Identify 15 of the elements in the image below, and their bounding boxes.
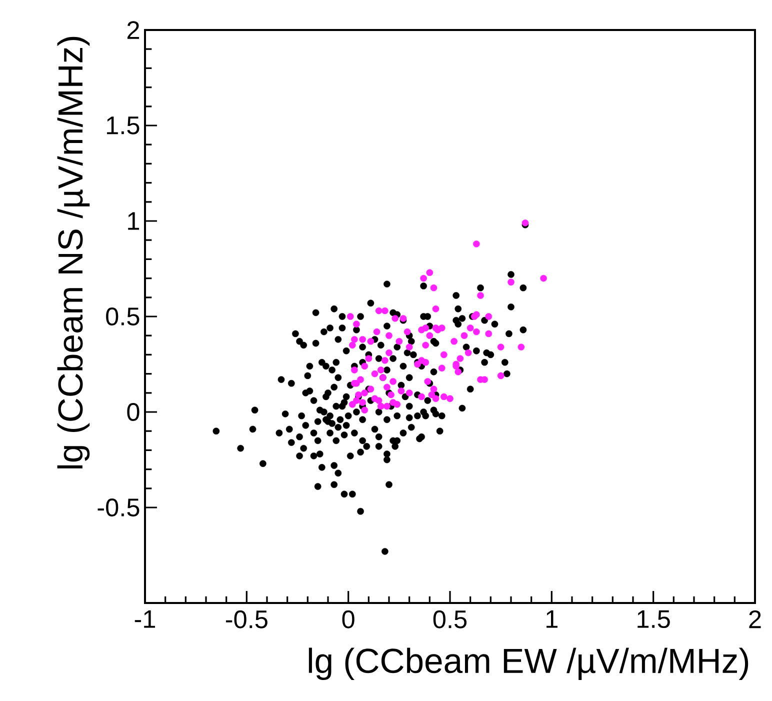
y-axis-title: lg (CCbeam NS /µV/m/MHz) <box>57 36 90 468</box>
x-tick-label: -1 <box>134 610 156 628</box>
y-tick-label: 1.5 <box>106 116 140 134</box>
x-tick-label: -0.5 <box>226 610 268 628</box>
x-axis-title: lg (CCbeam EW /µV/m/MHz) <box>308 648 748 680</box>
x-tick-label: 1.5 <box>638 610 670 628</box>
x-tick-label: 0.5 <box>433 610 467 628</box>
y-tick-label: 1 <box>128 212 140 230</box>
x-tick-label: 2 <box>749 610 761 628</box>
y-tick-label: 2 <box>127 21 140 39</box>
y-tick-label: 0 <box>127 403 140 421</box>
x-tick-label: 0 <box>342 610 354 628</box>
y-tick-label: 0.5 <box>106 308 140 326</box>
y-tick-label: -0.5 <box>98 498 140 516</box>
x-tick-label: 1 <box>546 610 558 628</box>
